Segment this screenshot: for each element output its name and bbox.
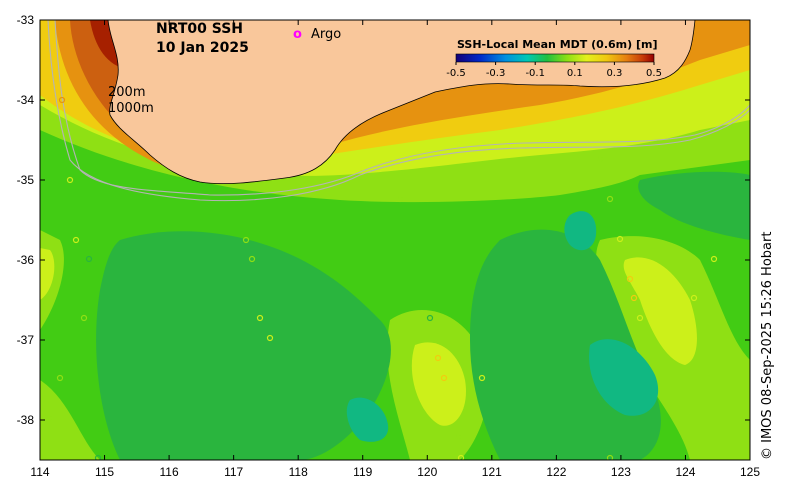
lon-tick-label: 123 — [611, 465, 631, 479]
plot-area — [40, 20, 750, 460]
argo-float-marker — [606, 454, 614, 460]
argo-float-marker — [636, 314, 644, 322]
argo-float-marker — [242, 236, 250, 244]
argo-float-marker — [248, 255, 256, 263]
colorbar-tick-label: 0.3 — [606, 68, 622, 79]
lat-tick-label: -37 — [17, 333, 35, 347]
colorbar-gradient — [455, 53, 655, 63]
latitude-axis: -33 -34 -35 -36 -37 -38 — [17, 13, 750, 427]
lon-tick-label: 125 — [740, 465, 760, 479]
lon-tick-label: 119 — [353, 465, 372, 479]
ssh-zone-minus-0.05 — [346, 211, 659, 442]
argo-legend-symbol: o — [293, 27, 302, 42]
argo-float-marker — [66, 176, 74, 184]
argo-float-marker — [440, 374, 448, 382]
argo-float-marker — [710, 255, 718, 263]
argo-float-marker — [396, 195, 404, 203]
argo-float-marker — [80, 314, 88, 322]
argo-float-marker — [596, 155, 604, 163]
colorbar-tick-label: 0.5 — [646, 68, 662, 79]
argo-float-marker — [256, 314, 264, 322]
imos-credit-text: © IMOS 08-Sep-2025 15:26 Hobart — [760, 231, 775, 460]
argo-float-marker — [457, 454, 465, 460]
lon-tick-label: 114 — [30, 465, 49, 479]
longitude-axis: 114 115 116 117 118 119 120 121 122 123 124 125 — [30, 20, 760, 479]
map-title-line2: 10 Jan 2025 — [156, 40, 249, 56]
lat-tick-label: -35 — [17, 173, 35, 187]
argo-float-marker — [606, 195, 614, 203]
argo-float-marker — [56, 374, 64, 382]
plot-frame — [39, 19, 751, 461]
lat-tick-label: -38 — [17, 413, 35, 427]
isobath-lines — [47, 20, 750, 202]
argo-float-marker — [94, 454, 102, 460]
argo-legend-label: Argo — [311, 27, 341, 42]
lon-tick-label: 120 — [417, 465, 437, 479]
argo-float-marker — [616, 235, 624, 243]
colorbar-ticks: -0.5 -0.3 -0.1 0.1 0.3 0.5 — [446, 62, 662, 79]
lon-tick-label: 124 — [675, 465, 695, 479]
isobath-label-1000m: 1000m — [108, 101, 154, 116]
argo-float-marker — [266, 334, 274, 342]
argo-float-marker — [58, 96, 66, 104]
colorbar-tick-label: -0.5 — [446, 68, 466, 79]
argo-float-marker — [626, 275, 634, 283]
argo-float-marker — [478, 374, 486, 382]
argo-floats — [45, 96, 718, 460]
colorbar-tick-label: -0.1 — [525, 68, 545, 79]
lon-tick-label: 118 — [289, 465, 308, 479]
argo-float-marker — [434, 354, 442, 362]
lon-tick-label: 121 — [482, 465, 502, 479]
lon-tick-label: 117 — [224, 465, 243, 479]
colorbar-tick-label: -0.3 — [486, 68, 506, 79]
argo-float-marker — [72, 236, 80, 244]
colorbar-tick-label: 0.1 — [567, 68, 583, 79]
argo-float-marker — [426, 314, 434, 322]
map-title-line1: NRT00 SSH — [156, 21, 243, 37]
argo-float-marker — [45, 414, 53, 422]
argo-float-marker — [630, 294, 638, 302]
colorbar: SSH-Local Mean MDT (0.6m) [m] -0.5 -0.3 -0… — [446, 38, 662, 79]
isobath-label-200m: 200m — [108, 85, 145, 100]
lat-tick-label: -36 — [17, 253, 35, 267]
lon-tick-label: 115 — [95, 465, 114, 479]
argo-float-marker — [85, 255, 93, 263]
lat-tick-label: -34 — [17, 93, 35, 107]
lon-tick-label: 122 — [546, 465, 566, 479]
lon-tick-label: 116 — [160, 465, 179, 479]
lat-tick-label: -33 — [17, 13, 35, 27]
colorbar-title: SSH-Local Mean MDT (0.6m) [m] — [457, 38, 657, 51]
argo-float-marker — [454, 433, 462, 441]
argo-float-marker — [690, 294, 698, 302]
